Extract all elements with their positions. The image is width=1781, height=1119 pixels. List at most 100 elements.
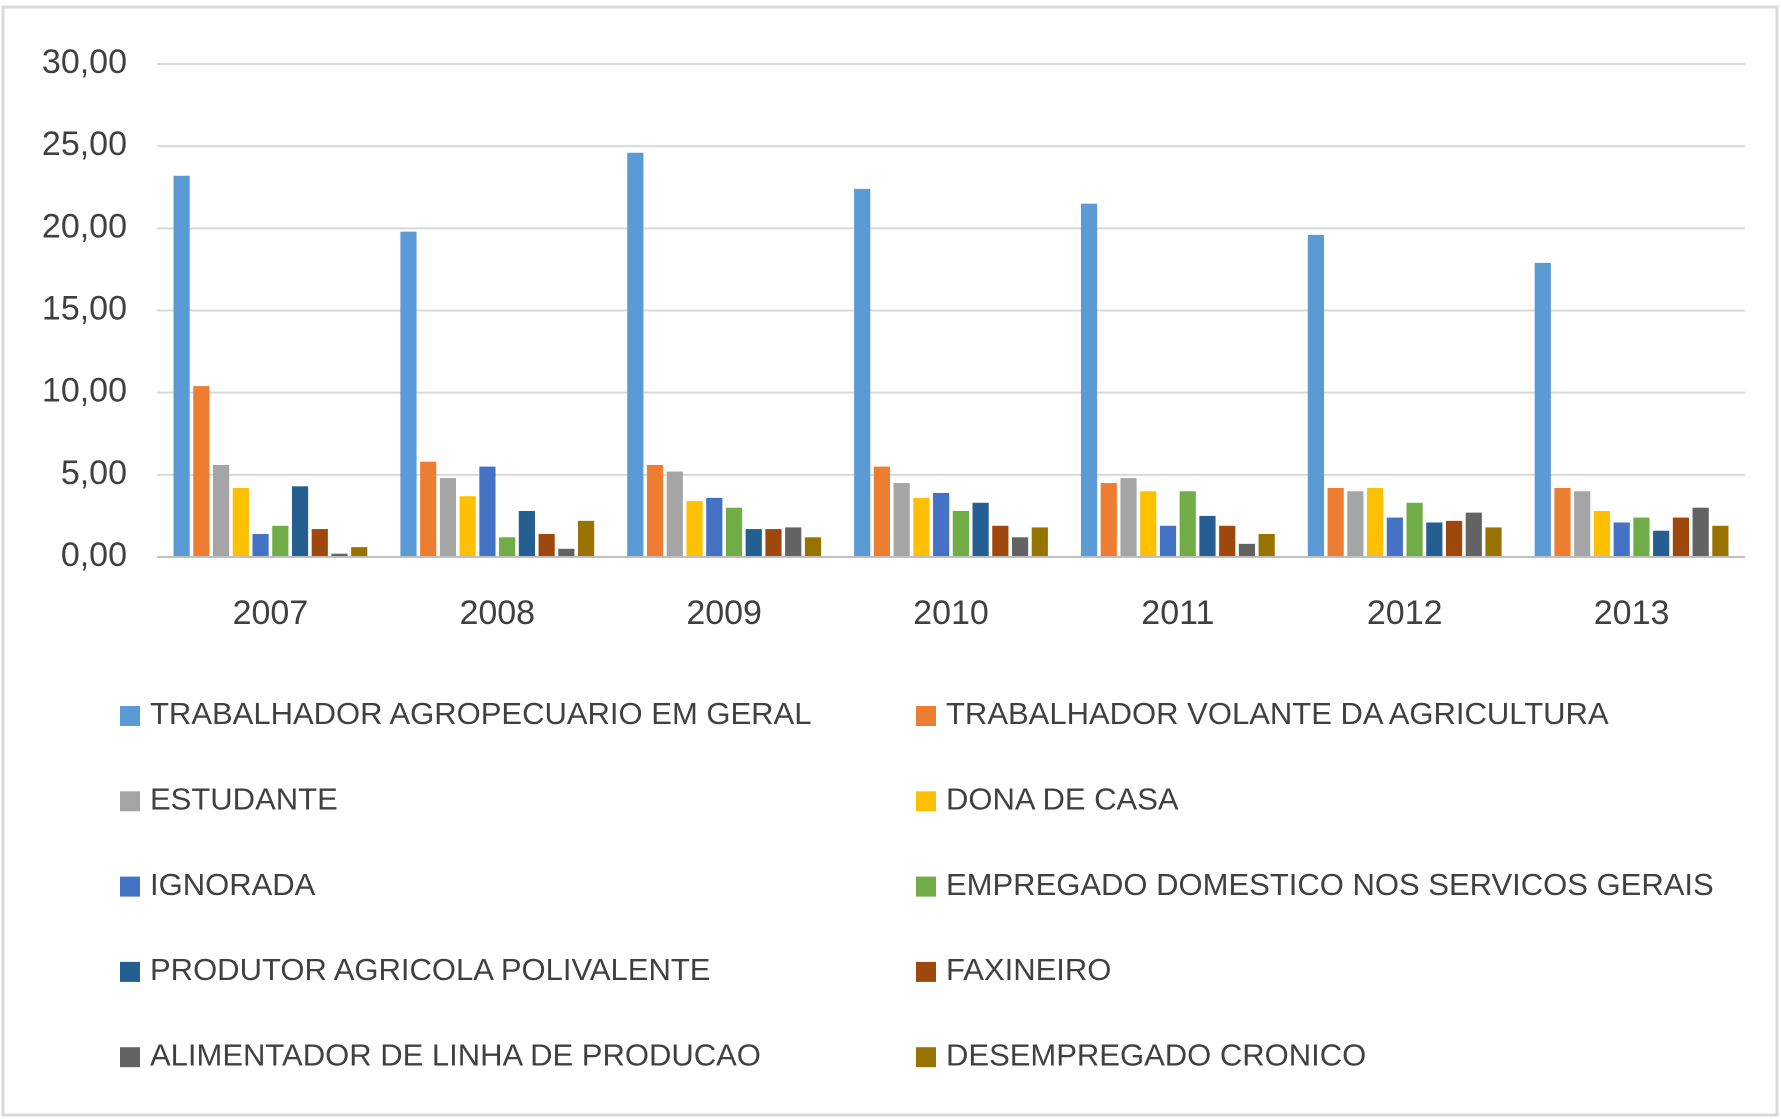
bar [1347, 491, 1364, 557]
y-tick-label: 25,00 [42, 125, 127, 163]
x-tick-label: 2008 [459, 594, 535, 632]
bar [1465, 512, 1482, 557]
bar [193, 386, 210, 557]
bar [1426, 522, 1443, 557]
bar [439, 478, 457, 557]
bar [1406, 502, 1423, 557]
legend-label: PRODUTOR AGRICOLA POLIVALENTE [150, 952, 710, 987]
legend-label: TRABALHADOR AGROPECUARIO EM GERAL [150, 696, 811, 731]
bar [1327, 487, 1344, 557]
bar [1159, 525, 1177, 557]
bar [1534, 262, 1551, 557]
y-tick-label: 10,00 [42, 372, 127, 410]
y-tick-label: 30,00 [42, 43, 127, 81]
bar [893, 483, 910, 557]
bar [913, 497, 930, 557]
bar [1633, 517, 1650, 557]
bar [1574, 491, 1591, 557]
x-tick-label: 2010 [913, 594, 989, 632]
bar [212, 464, 230, 557]
bar [459, 496, 476, 557]
y-tick-label: 20,00 [42, 207, 127, 245]
legend-swatch [916, 1047, 936, 1068]
x-tick-label: 2007 [233, 594, 309, 632]
bar [479, 466, 496, 557]
legend-label: ESTUDANTE [150, 781, 338, 816]
legend-swatch [916, 706, 936, 726]
bar [1011, 537, 1029, 557]
bar [765, 529, 782, 557]
bar [804, 537, 822, 557]
y-tick-label: 0,00 [61, 536, 127, 574]
bar [232, 487, 249, 557]
y-tick-label: 15,00 [42, 289, 127, 327]
bar [538, 533, 555, 557]
bar [1258, 533, 1275, 557]
bar [666, 471, 683, 557]
legend-swatch [120, 961, 140, 982]
bar [745, 529, 762, 557]
bar [1238, 543, 1256, 557]
bar [933, 492, 950, 557]
chart-frame [1, 5, 1779, 1117]
x-tick-label: 2012 [1367, 594, 1443, 632]
legend-swatch [916, 961, 936, 982]
bar [518, 510, 535, 557]
bar [1386, 517, 1403, 557]
bar [646, 464, 664, 557]
bar [1219, 525, 1236, 557]
bar [1692, 507, 1709, 557]
bar [1672, 517, 1690, 557]
bar [686, 501, 703, 557]
bar [1080, 203, 1098, 557]
legend-label: EMPREGADO DOMESTICO NOS SERVICOS GERAIS [946, 867, 1714, 902]
bar [1712, 525, 1729, 557]
bar [1179, 491, 1196, 557]
bar [1593, 510, 1611, 557]
legend-swatch [916, 791, 936, 812]
bar [499, 537, 516, 557]
bar [1554, 487, 1571, 557]
bar [952, 510, 969, 557]
bar [1199, 515, 1216, 557]
bar [873, 466, 891, 557]
bar [331, 553, 348, 557]
legend-label: DESEMPREGADO CRONICO [946, 1037, 1366, 1072]
bar [1031, 527, 1048, 557]
bar [173, 175, 190, 557]
legend-swatch [120, 876, 140, 897]
bar [578, 520, 595, 557]
bar [400, 231, 417, 557]
bar [785, 527, 802, 557]
x-tick-label: 2013 [1594, 594, 1670, 632]
legend-swatch [916, 876, 936, 897]
bar [725, 507, 743, 557]
bar [1613, 522, 1630, 557]
bar [1445, 520, 1463, 557]
legend-label: IGNORADA [150, 867, 316, 902]
legend-label: FAXINEIRO [946, 952, 1111, 987]
bar [1307, 234, 1324, 557]
bar [351, 547, 368, 557]
bar [706, 497, 723, 557]
bar [627, 152, 644, 558]
bar [311, 529, 328, 557]
bar [992, 525, 1009, 557]
bar [420, 461, 437, 557]
bar [291, 486, 309, 557]
legend-label: TRABALHADOR VOLANTE DA AGRICULTURA [946, 696, 1609, 731]
bar [558, 548, 575, 557]
legend-label: DONA DE CASA [946, 781, 1179, 816]
bar [1120, 478, 1137, 557]
x-tick-label: 2011 [1141, 594, 1214, 632]
y-tick-label: 5,00 [61, 454, 127, 492]
bar [1140, 491, 1157, 557]
bar [252, 533, 269, 557]
legend-swatch [120, 706, 140, 726]
legend-label: ALIMENTADOR DE LINHA DE PRODUCAO [150, 1037, 761, 1072]
bar [272, 525, 289, 557]
bar [972, 502, 989, 557]
legend-swatch [120, 791, 140, 812]
bar [1367, 487, 1384, 557]
